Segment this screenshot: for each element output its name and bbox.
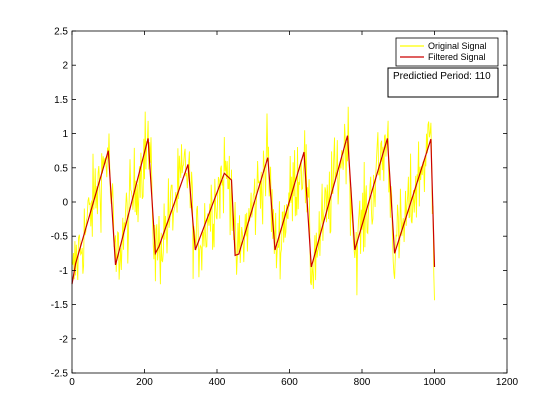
- x-tick-label: 1000: [423, 377, 446, 388]
- x-tick-label: 800: [354, 377, 371, 388]
- y-tick-label: -2.5: [51, 369, 69, 380]
- annotation: Predictied Period: 110: [388, 68, 498, 97]
- x-tick-label: 0: [69, 377, 75, 388]
- y-tick-label: 2.5: [54, 27, 68, 38]
- y-tick-label: -1.5: [51, 300, 69, 311]
- y-tick-label: 2: [62, 61, 68, 72]
- x-tick-label: 400: [209, 377, 226, 388]
- y-tick-label: -2: [59, 334, 68, 345]
- x-tick-label: 200: [136, 377, 153, 388]
- y-tick-label: 0: [62, 198, 68, 209]
- annotation-text: Predictied Period: 110: [393, 71, 491, 82]
- y-tick-label: 1: [62, 129, 68, 140]
- x-tick-label: 1200: [496, 377, 519, 388]
- x-tick-label: 600: [281, 377, 298, 388]
- y-tick-label: 1.5: [54, 95, 68, 106]
- y-tick-label: -1: [59, 266, 68, 277]
- y-tick-label: -0.5: [51, 232, 69, 243]
- legend-label: Filtered Signal: [428, 52, 486, 62]
- y-tick-label: 0.5: [54, 163, 68, 174]
- legend-label: Original Signal: [428, 41, 487, 51]
